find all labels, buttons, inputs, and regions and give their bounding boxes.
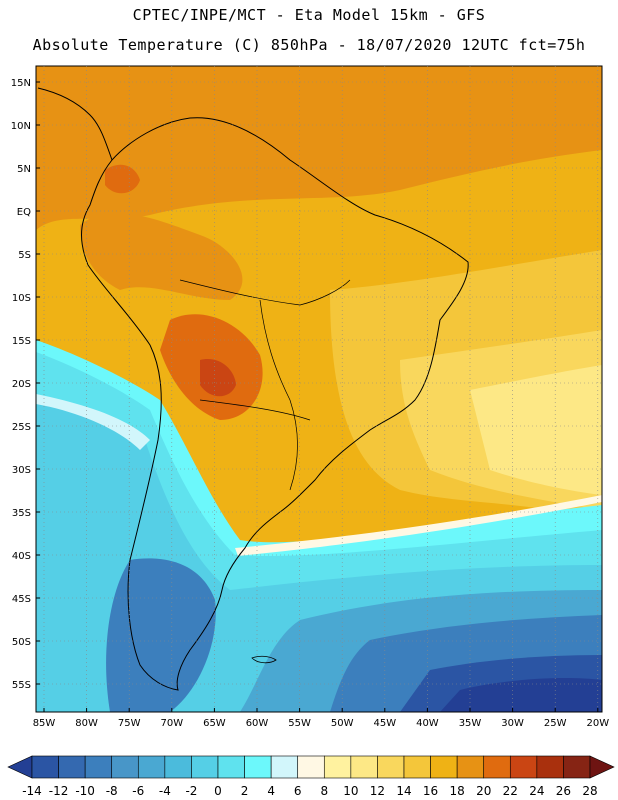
lat-label: 50S <box>12 637 31 648</box>
hot-band-24-26 <box>200 359 236 397</box>
colorbar-segment <box>84 755 113 779</box>
lat-label: 45S <box>12 594 31 605</box>
lon-label: 40W <box>416 718 439 729</box>
lat-label: 25S <box>12 422 31 433</box>
colorbar-segment <box>270 755 299 779</box>
lon-label: 70W <box>160 718 183 729</box>
map-subtitle: Absolute Temperature (C) 850hPa - 18/07/… <box>32 36 586 54</box>
lat-label: 15S <box>12 336 31 347</box>
colorbar-tick-label: 14 <box>396 784 411 798</box>
colorbar-segment <box>509 755 538 779</box>
colorbar-segment <box>217 755 245 779</box>
warm-band-20-22 <box>36 66 602 230</box>
lon-label: 45W <box>373 718 396 729</box>
colorbar-segment <box>244 755 272 779</box>
colorbar-segment <box>350 755 378 779</box>
colorbar-tick-label: 28 <box>582 784 597 798</box>
lat-label: 55S <box>12 680 31 691</box>
lat-label: 30S <box>12 465 31 476</box>
colorbar-segment <box>456 755 485 779</box>
colorbar-segment <box>536 755 564 779</box>
lon-label: 30W <box>501 718 524 729</box>
colorbar-segment <box>430 755 458 779</box>
colorbar-segment <box>111 755 139 779</box>
colorbar-low-arrow <box>7 755 33 779</box>
colorbar-tick-label: -8 <box>106 784 118 798</box>
patagonia-cold-band <box>106 558 216 712</box>
amazon-band-20-22 <box>80 213 243 300</box>
colorbar-segment <box>31 755 59 779</box>
colorbar-segment <box>377 755 405 779</box>
lon-label: 60W <box>246 718 269 729</box>
lat-label: 5N <box>17 164 31 175</box>
colorbar-tick-label: 4 <box>267 784 275 798</box>
colorbar-tick-label: 24 <box>529 784 544 798</box>
colorbar-tick-label: 2 <box>241 784 249 798</box>
lon-label: 55W <box>288 718 311 729</box>
colorbar-tick-label: 22 <box>503 784 518 798</box>
hot-spot-andes-north <box>105 164 140 194</box>
warm-band-12-14 <box>470 365 602 495</box>
colorbar-segment <box>323 755 352 779</box>
lat-label: 15N <box>11 78 31 89</box>
colorbar-tick-label: -2 <box>185 784 197 798</box>
colorbar-tick-label: 10 <box>343 784 358 798</box>
central-america-coast <box>37 87 113 161</box>
colorbar-tick-label: 26 <box>556 784 571 798</box>
lon-label: 25W <box>544 718 567 729</box>
colorbar-tick-label: 12 <box>370 784 385 798</box>
transition-band-6-8 <box>235 495 602 556</box>
colorbar-tick-label: -14 <box>22 784 42 798</box>
colorbar-tick-label: -12 <box>49 784 69 798</box>
temperature-field <box>36 66 602 712</box>
falkland-islands <box>251 655 277 664</box>
country-borders <box>179 279 351 491</box>
colorbar-tick-label: -6 <box>132 784 144 798</box>
longitude-axis: 85W 80W 75W 70W 65W 60W 55W 50W 45W 40W 35W 30W 25W 2… <box>33 708 609 729</box>
cold-band-minus14 <box>440 678 602 712</box>
lon-label: 50W <box>331 718 354 729</box>
colorbar-segment <box>297 755 325 779</box>
lat-label: 20S <box>12 379 31 390</box>
colorbar-segment <box>58 755 86 779</box>
colorbar-tick-label: 8 <box>320 784 328 798</box>
lat-label: 35S <box>12 508 31 519</box>
lon-label: 80W <box>75 718 98 729</box>
lon-label: 20W <box>586 718 609 729</box>
lon-label: 75W <box>118 718 141 729</box>
transition-band-4-6 <box>36 394 150 450</box>
colorbar-segment <box>483 755 511 779</box>
colorbar-tick-label: 20 <box>476 784 491 798</box>
colorbar-tick-label: 18 <box>450 784 465 798</box>
colorbar-segment <box>191 755 219 779</box>
colorbar-segment <box>137 755 166 779</box>
colorbar: -14 -12 -10 -8 -6 -4 -2 0 2 4 6 8 10 12 14 16 18 20 22 24 26… <box>7 755 615 798</box>
map-frame <box>35 65 603 713</box>
lon-label: 65W <box>203 718 226 729</box>
colorbar-tick-label: 0 <box>214 784 222 798</box>
coastline <box>81 117 469 691</box>
lon-label: 35W <box>459 718 482 729</box>
colorbar-segment <box>563 755 591 779</box>
map-title: CPTEC/INPE/MCT - Eta Model 15km - GFS <box>132 6 486 24</box>
colorbar-high-arrow <box>589 755 615 779</box>
lon-label: 85W <box>33 718 56 729</box>
colorbar-tick-label: 16 <box>423 784 438 798</box>
lat-label: 10N <box>11 121 31 132</box>
lat-label: 40S <box>12 551 31 562</box>
colorbar-segment <box>164 755 192 779</box>
colorbar-segment <box>403 755 431 779</box>
lat-label: 10S <box>12 293 31 304</box>
colorbar-tick-label: -10 <box>75 784 95 798</box>
colorbar-tick-label: 6 <box>294 784 302 798</box>
lat-label: EQ <box>17 207 31 218</box>
latitude-axis: 15N 10N 5N EQ 5S 10S 15S 20S 25S 30S 35S 40S 45S 50S 5… <box>11 78 40 691</box>
lat-label: 5S <box>18 250 31 261</box>
colorbar-tick-label: -4 <box>159 784 171 798</box>
